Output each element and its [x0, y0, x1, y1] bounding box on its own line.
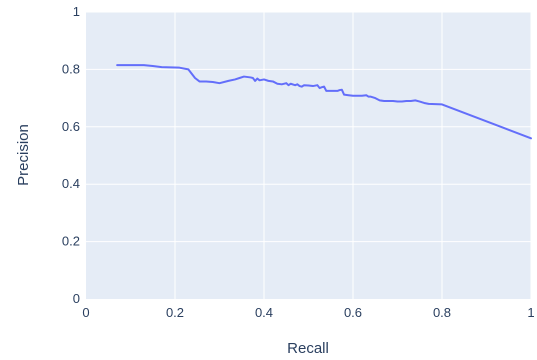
- plot-background: [86, 12, 531, 299]
- x-tick-label: 1: [527, 305, 534, 320]
- series-layer: [116, 64, 532, 140]
- x-tick-label: 0.6: [344, 305, 362, 320]
- x-tick-label: 0: [82, 305, 89, 320]
- y-tick-labels: 0 0.2 0.4 0.6 0.8 1: [62, 4, 80, 306]
- series-line: [116, 64, 532, 140]
- x-tick-label: 0.2: [166, 305, 184, 320]
- y-tick-label: 0.4: [62, 176, 80, 191]
- x-tick-label: 0.4: [255, 305, 273, 320]
- y-tick-label: 0.6: [62, 119, 80, 134]
- x-tick-label: 0.8: [433, 305, 451, 320]
- y-axis-title: Precision: [15, 124, 32, 186]
- gridlines: [86, 11, 532, 299]
- x-tick-labels: 0 0.2 0.4 0.6 0.8 1: [82, 305, 534, 320]
- y-tick-label: 1: [73, 4, 80, 19]
- y-tick-label: 0: [73, 291, 80, 306]
- y-tick-label: 0.2: [62, 234, 80, 249]
- x-axis-title: Recall: [287, 340, 329, 357]
- y-tick-label: 0.8: [62, 61, 80, 76]
